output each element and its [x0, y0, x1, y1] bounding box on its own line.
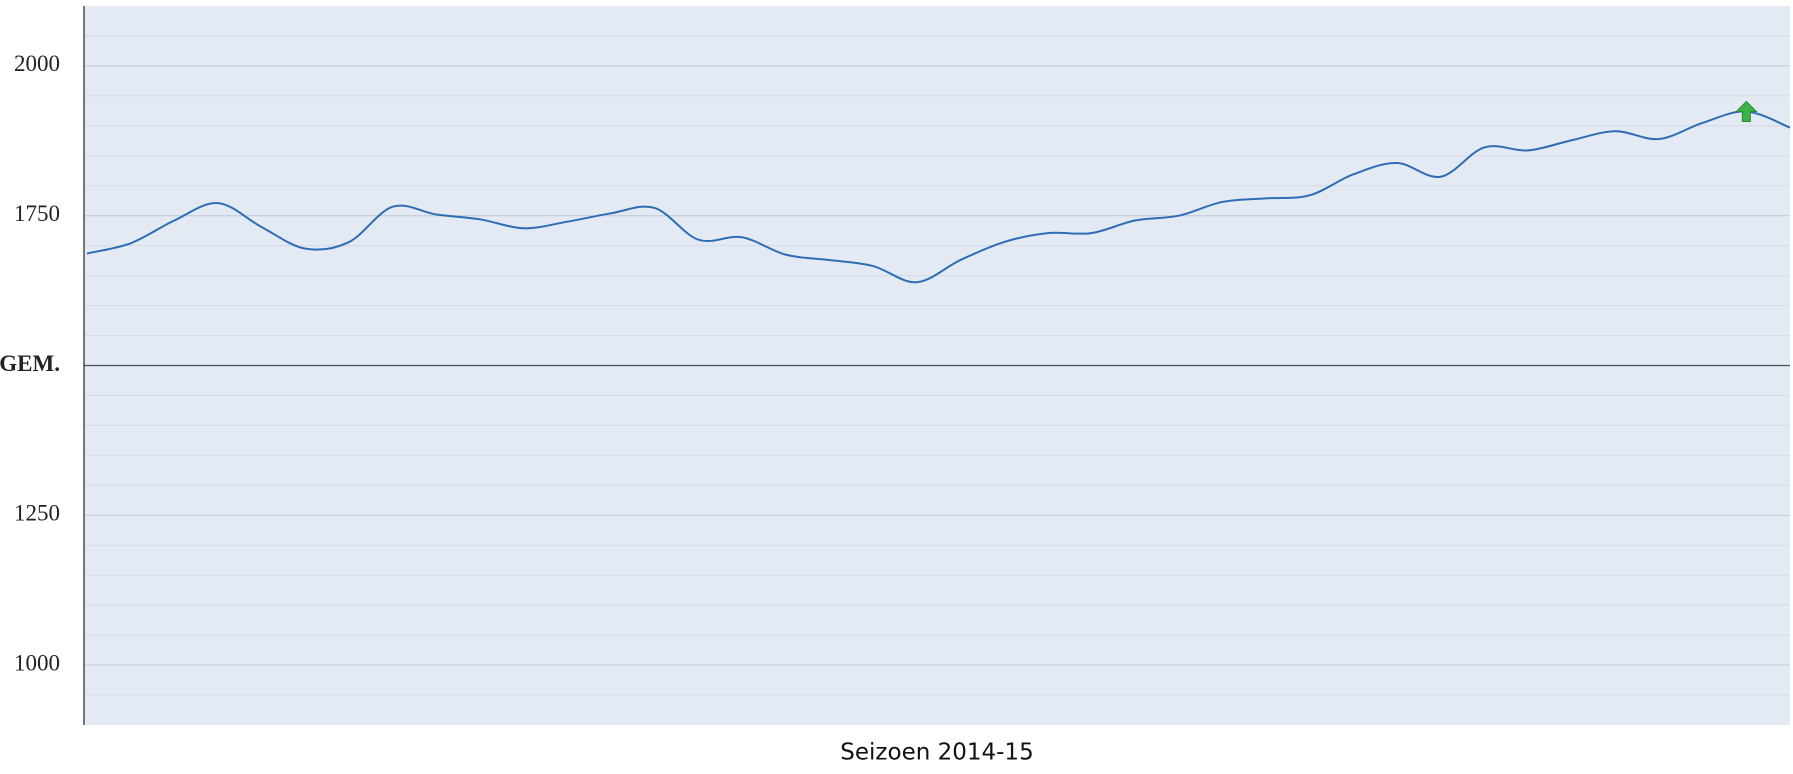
series-line — [86, 110, 1791, 284]
x-axis-label: Seizoen 2014-15 — [840, 740, 1033, 766]
y-tick-label: 1250 — [14, 501, 60, 526]
y-tick-label: 1750 — [14, 201, 60, 226]
y-tick-label: GEM. — [0, 351, 60, 376]
y-tick-label: 1000 — [14, 650, 60, 675]
y-tick-label: 2000 — [14, 51, 60, 76]
peak-arrow-icon — [1735, 100, 1758, 122]
